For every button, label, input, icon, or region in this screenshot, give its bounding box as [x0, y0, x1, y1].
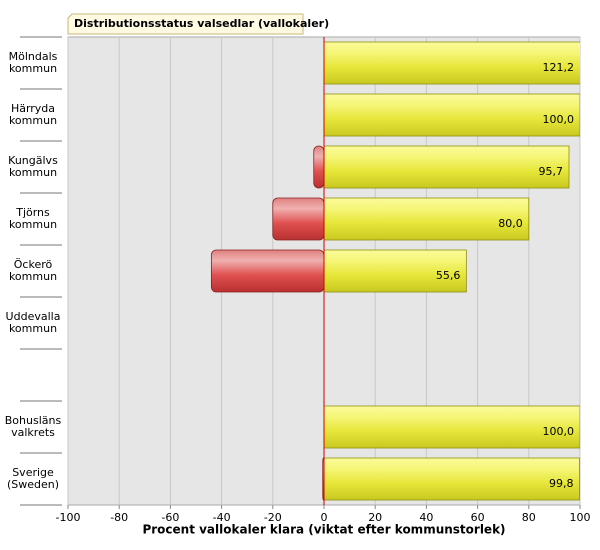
y-tick-label: Sverige (Sweden)	[6, 466, 60, 491]
bar	[323, 457, 580, 501]
bar	[323, 93, 580, 137]
x-tick-label: 100	[570, 511, 591, 524]
y-tick-label: Öckerö kommun	[8, 258, 58, 283]
bar	[323, 197, 530, 241]
bar	[210, 249, 325, 293]
bar	[323, 145, 570, 189]
x-axis-label: Procent vallokaler klara (viktat efter k…	[142, 523, 505, 537]
title-tab	[67, 13, 304, 35]
x-tick-label: 0	[321, 511, 328, 524]
bar	[313, 145, 325, 189]
x-tick-label: 80	[522, 511, 536, 524]
y-tick-label: Bohusläns valkrets	[4, 414, 62, 439]
y-tick-label: Uddevalla kommun	[5, 310, 61, 335]
y-tick-label: Mölndals kommun	[8, 50, 58, 75]
data-label: 80,0	[498, 217, 523, 230]
x-tick-label: -60	[161, 511, 179, 524]
y-tick-label: Härryda kommun	[8, 102, 58, 127]
x-tick-label: 20	[368, 511, 382, 524]
x-tick-label: -100	[56, 511, 81, 524]
data-label: 100,0	[543, 113, 575, 126]
bar	[272, 197, 325, 241]
x-tick-label: 40	[419, 511, 433, 524]
data-label: 121,2	[543, 61, 575, 74]
x-tick-label: -40	[213, 511, 231, 524]
y-tick-label: Kungälvs kommun	[8, 154, 58, 179]
data-label: 100,0	[543, 425, 575, 438]
x-tick-label: -80	[110, 511, 128, 524]
chart-title: Distributionsstatus valsedlar (vallokale…	[74, 17, 329, 30]
y-tick-label: Tjörns kommun	[8, 206, 58, 231]
data-label: 99,8	[549, 477, 574, 490]
bar	[323, 41, 580, 85]
data-label: 55,6	[436, 269, 461, 282]
data-label: 95,7	[538, 165, 563, 178]
x-tick-label: 60	[471, 511, 485, 524]
x-tick-label: -20	[264, 511, 282, 524]
